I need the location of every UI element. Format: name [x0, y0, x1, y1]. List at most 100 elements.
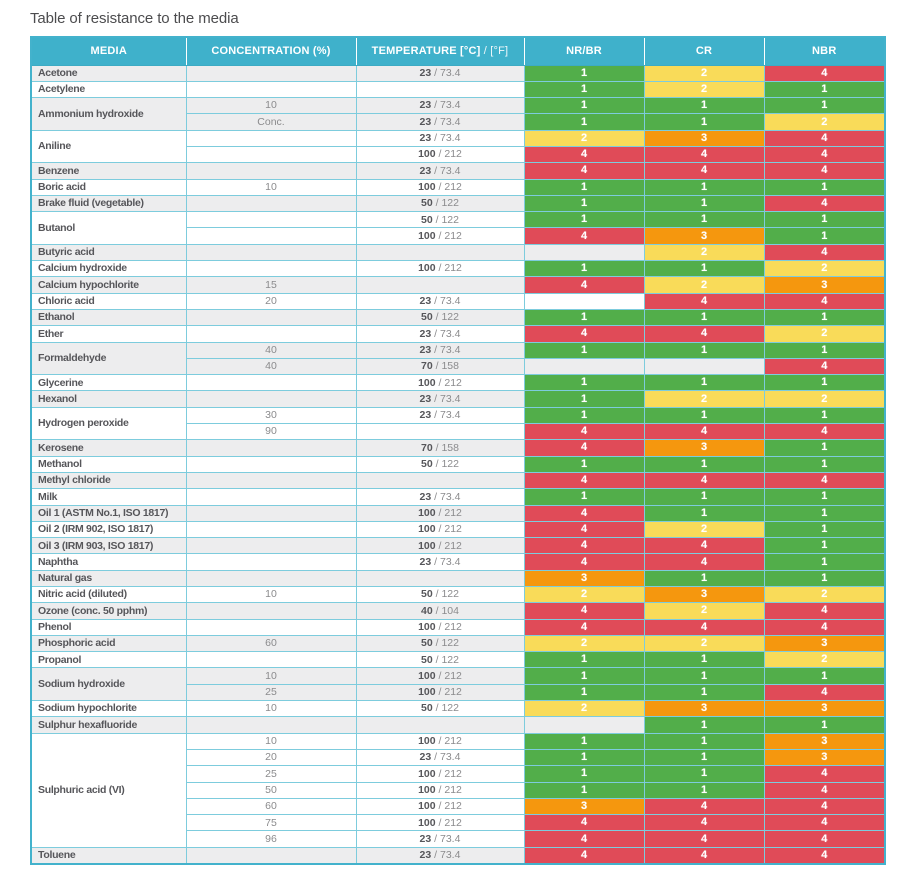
- temperature-cell: 23 / 73.4: [355, 553, 525, 571]
- media-column-header: MEDIA: [30, 36, 187, 66]
- rating-cell-cr: 4: [643, 471, 765, 490]
- table-row: Ammonium hydroxide 10 23 / 73.4 1 1 1: [30, 97, 886, 131]
- rating-cell-nbr: 3: [763, 700, 886, 718]
- rating-cell-cr: 1: [643, 765, 765, 783]
- header-row: MEDIA CONCENTRATION (%) TEMPERATURE [°C]…: [30, 36, 886, 66]
- media-cell: Hydrogen peroxide: [30, 406, 187, 441]
- media-cell: Naphtha: [30, 553, 187, 571]
- rating-cell-cr: 1: [643, 781, 765, 799]
- rating-cell-nr-br: 4: [523, 520, 645, 539]
- rating-cell-nr-br: 2: [523, 700, 645, 718]
- rating-cell-cr: 2: [643, 520, 765, 539]
- temperature-cell: 23 / 73.4: [355, 846, 525, 865]
- rating-cell-nr-br: 1: [523, 781, 645, 799]
- rating-cell-cr: 4: [643, 814, 765, 832]
- media-cell: Brake fluid (vegetable): [30, 194, 187, 213]
- temperature-cell: 50 / 122: [355, 651, 525, 669]
- concentration-cell: 20: [185, 748, 357, 767]
- table-row: Sodium hypochlorite 10 50 / 122 2 3 3: [30, 700, 886, 718]
- temperature-cell: 23 / 73.4: [355, 292, 525, 310]
- rating-cell-nbr: 1: [763, 178, 886, 196]
- table-row: Hydrogen peroxide 30 23 / 73.4 1 1 1: [30, 406, 886, 441]
- concentration-cell: [185, 651, 357, 669]
- concentration-cell: 40: [185, 341, 357, 359]
- rating-cell-cr: 4: [643, 537, 765, 555]
- rating-cell-nr-br: [523, 292, 645, 310]
- table-row: Boric acid 10 100 / 212 1 1 1: [30, 178, 886, 196]
- concentration-cell: [185, 325, 357, 343]
- rating-cell-nr-br: 1: [523, 341, 645, 359]
- concentration-cell: [185, 569, 357, 588]
- temperature-cell: [355, 423, 525, 441]
- rating-cell-nr-br: [523, 716, 645, 734]
- rating-cell-nr-br: 4: [523, 602, 645, 620]
- concentration-cell: [185, 260, 357, 278]
- rating-cell-nr-br: 2: [523, 585, 645, 604]
- rating-cell-nr-br: 4: [523, 439, 645, 457]
- rating-cell-nbr: 1: [763, 667, 886, 685]
- rating-cell-nr-br: 1: [523, 765, 645, 783]
- media-cell: Butyric acid: [30, 243, 187, 262]
- media-cell: Boric acid: [30, 178, 187, 196]
- media-cell: Calcium hypochlorite: [30, 276, 187, 294]
- media-cell: Milk: [30, 488, 187, 506]
- temperature-cell: 100 / 212: [355, 797, 525, 816]
- concentration-cell: 10: [185, 178, 357, 196]
- concentration-cell: 40: [185, 357, 357, 376]
- table-row: Oil 3 (IRM 903, ISO 1817) 100 / 212 4 4 1: [30, 537, 886, 555]
- rating-cell-nr-br: 4: [523, 846, 645, 865]
- rating-cell-nbr: 2: [763, 113, 886, 131]
- rating-cell-cr: 1: [643, 569, 765, 588]
- rating-cell-nr-br: 1: [523, 748, 645, 767]
- concentration-cell: [185, 129, 357, 147]
- rating-cell-nr-br: 4: [523, 814, 645, 832]
- temperature-cell: 23 / 73.4: [355, 64, 525, 82]
- table-row: Nitric acid (diluted) 10 50 / 122 2 3 2: [30, 585, 886, 604]
- rating-cell-cr: 1: [643, 178, 765, 196]
- rating-cell-nr-br: 1: [523, 390, 645, 408]
- temperature-cell: 50 / 122: [355, 194, 525, 213]
- rating-cell-nbr: 4: [763, 162, 886, 180]
- concentration-cell: 50: [185, 781, 357, 799]
- media-cell: Sodium hydroxide: [30, 667, 187, 702]
- rating-cell-cr: 2: [643, 634, 765, 653]
- rating-cell-cr: 3: [643, 585, 765, 604]
- concentration-cell: [185, 455, 357, 473]
- temperature-cell: 100 / 212: [355, 814, 525, 832]
- concentration-cell: [185, 488, 357, 506]
- rating-cell-nbr: 3: [763, 748, 886, 767]
- media-cell: Phenol: [30, 618, 187, 636]
- temperature-cell: 100 / 212: [355, 178, 525, 196]
- rating-cell-cr: 2: [643, 80, 765, 99]
- concentration-cell: 15: [185, 276, 357, 294]
- rating-cell-nr-br: [523, 357, 645, 376]
- rating-cell-nr-br: 1: [523, 97, 645, 115]
- table-row: Acetone 23 / 73.4 1 2 4: [30, 64, 886, 82]
- rating-cell-nbr: 3: [763, 276, 886, 294]
- rating-cell-nbr: 1: [763, 537, 886, 555]
- temperature-cell: 23 / 73.4: [355, 341, 525, 359]
- rating-cell-nr-br: 1: [523, 178, 645, 196]
- table-row: Sulphuric acid (VI) 10 100 / 212 1 1 3: [30, 732, 886, 848]
- temperature-cell: [355, 80, 525, 99]
- rating-cell-cr: 1: [643, 113, 765, 131]
- media-cell: Oil 2 (IRM 902, ISO 1817): [30, 520, 187, 539]
- concentration-cell: [185, 374, 357, 392]
- rating-cell-cr: 1: [643, 406, 765, 425]
- rating-cell-nr-br: 1: [523, 374, 645, 392]
- concentration-cell: [185, 390, 357, 408]
- media-cell: Kerosene: [30, 439, 187, 457]
- concentration-cell: 10: [185, 585, 357, 604]
- media-cell: Ozone (conc. 50 pphm): [30, 602, 187, 620]
- media-cell: Sulphuric acid (VI): [30, 732, 187, 848]
- rating-cell-cr: [643, 357, 765, 376]
- media-cell: Ethanol: [30, 308, 187, 327]
- concentration-cell: [185, 162, 357, 180]
- rating-cell-cr: 1: [643, 194, 765, 213]
- temperature-cell: 100 / 212: [355, 765, 525, 783]
- table-row: Chloric acid 20 23 / 73.4 4 4: [30, 292, 886, 310]
- table-row: Kerosene 70 / 158 4 3 1: [30, 439, 886, 457]
- rating-cell-nbr: 4: [763, 64, 886, 82]
- rating-cell-nbr: 4: [763, 243, 886, 262]
- rating-cell-nbr: 1: [763, 308, 886, 327]
